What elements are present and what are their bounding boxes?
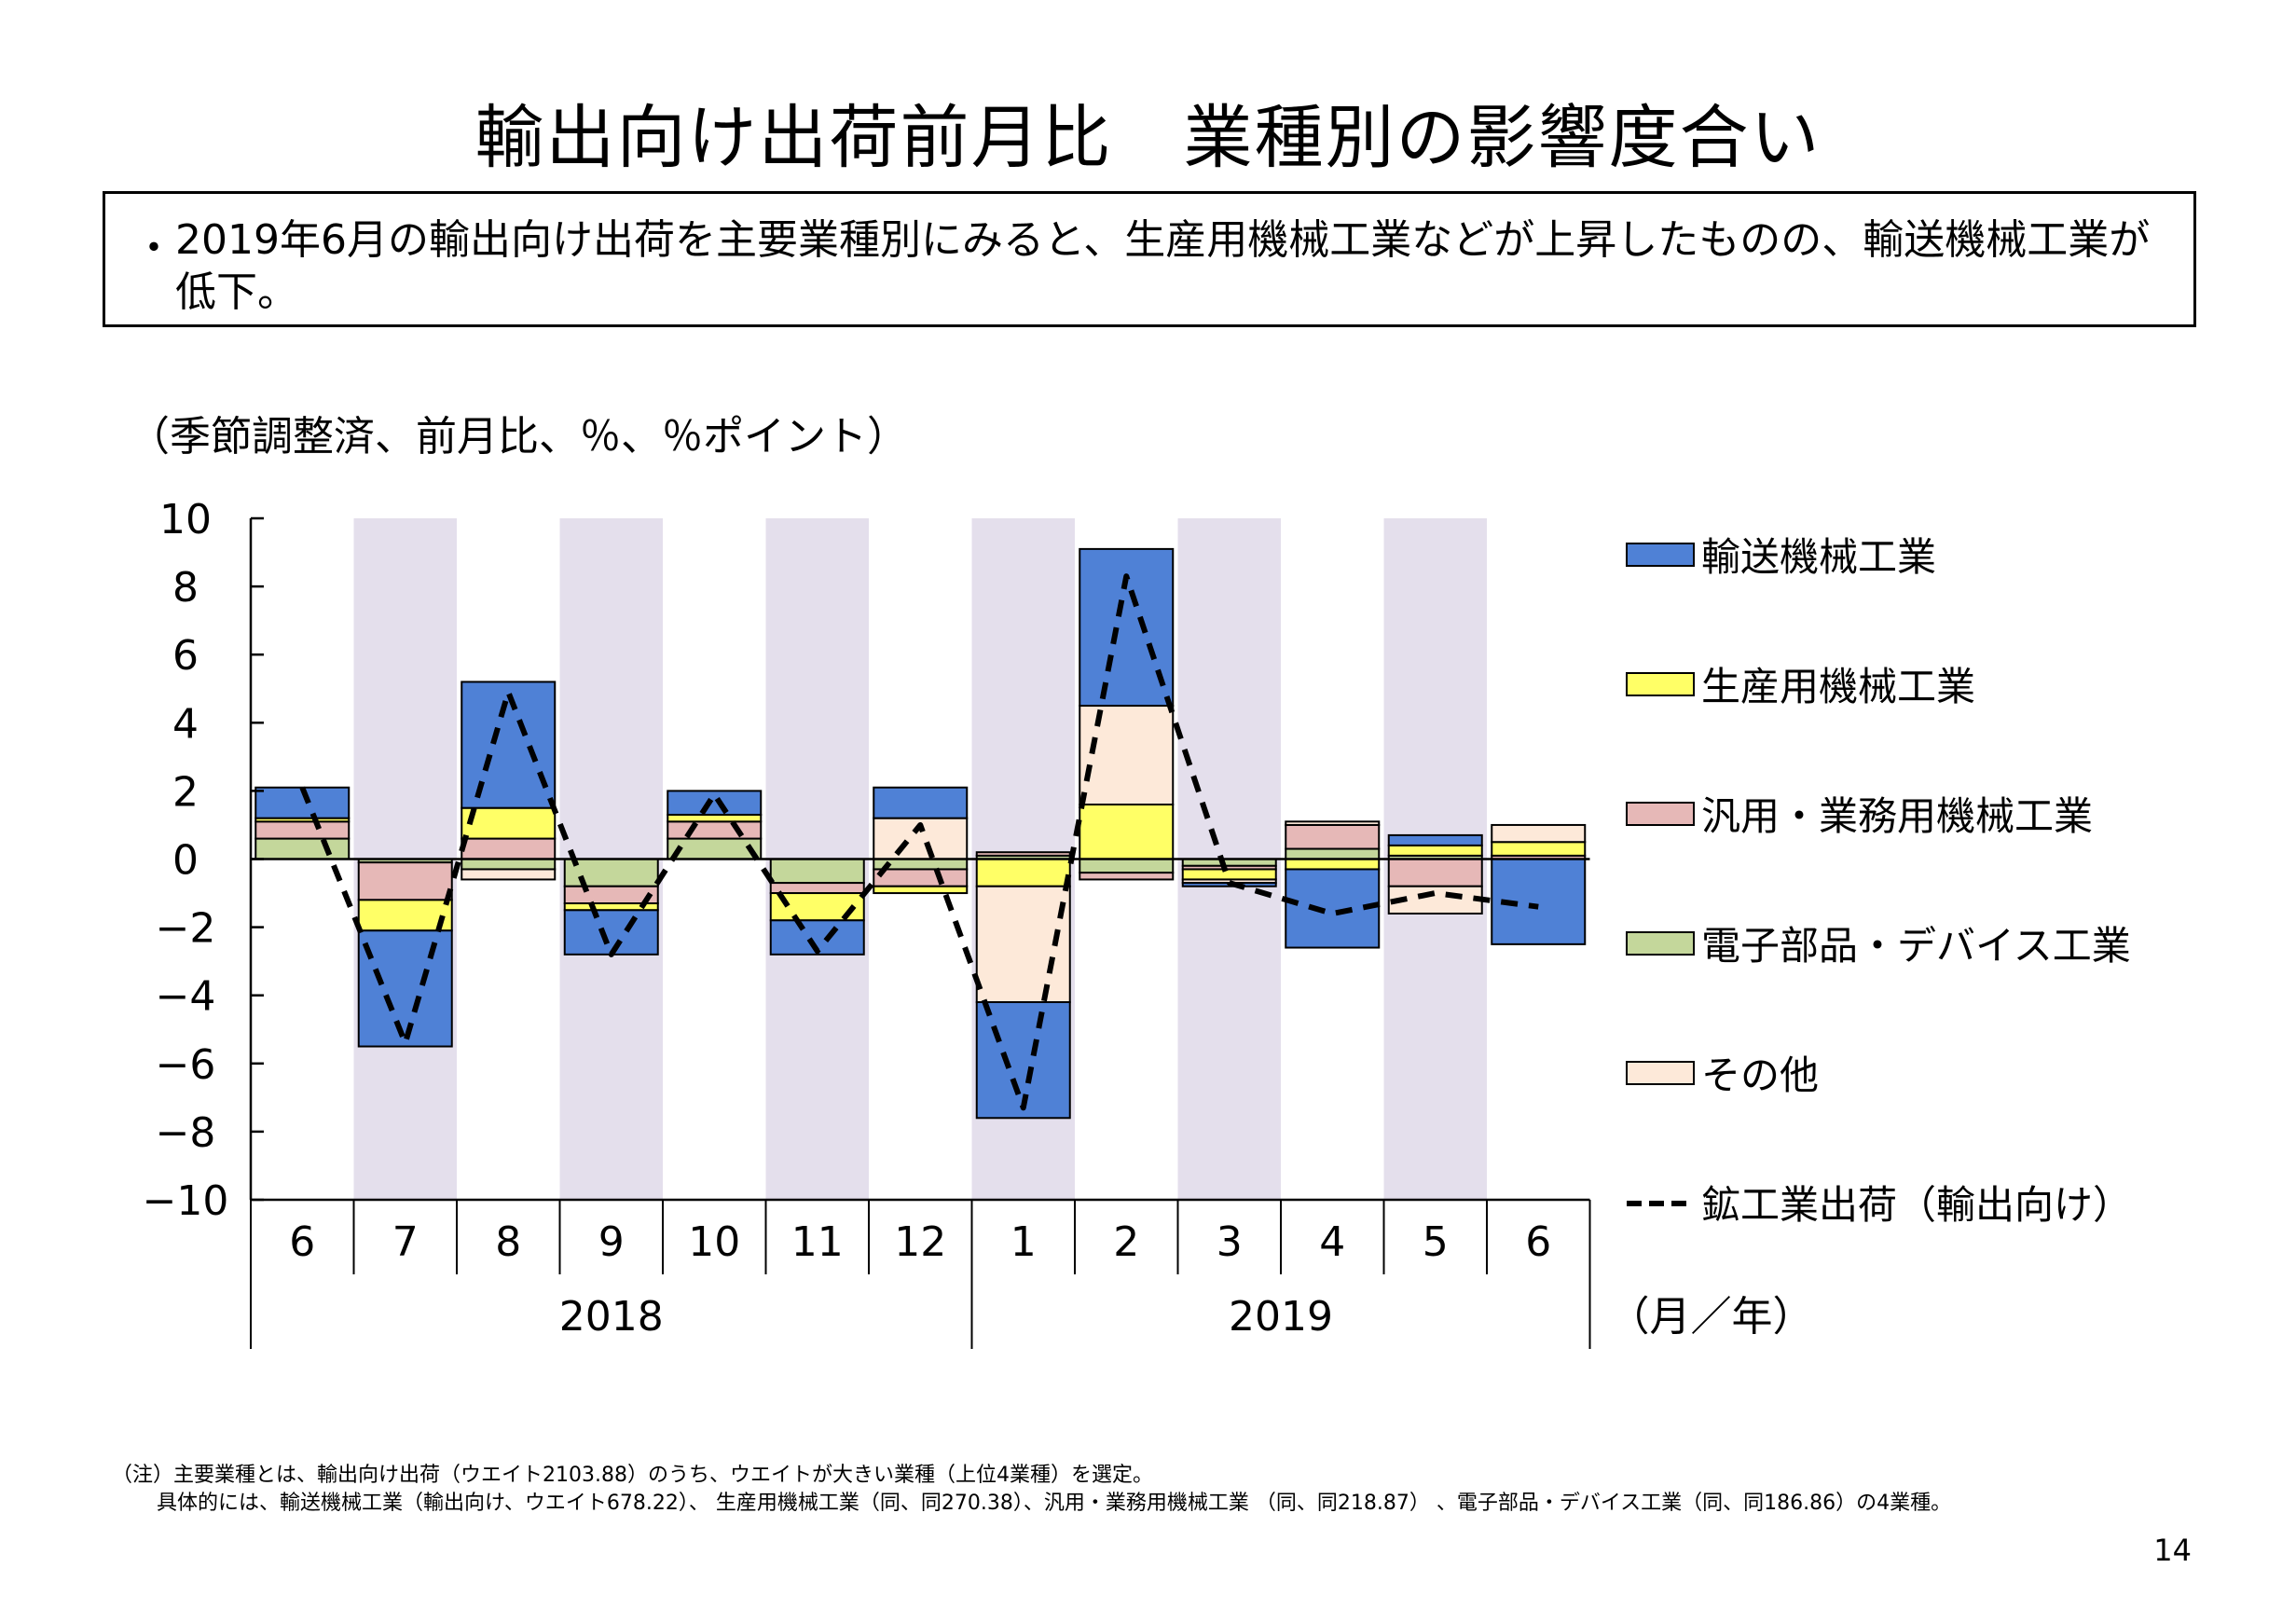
bar-4-series-1: [667, 820, 763, 840]
bar-11-series-4: [1387, 833, 1483, 846]
bar-11-series-1: [1387, 858, 1483, 887]
x-tick-label-10: 4: [1319, 1218, 1345, 1266]
bar-8-series-0: [1079, 858, 1175, 874]
bar-9-series-2: [1181, 868, 1277, 881]
y-tick-label-8: −6: [156, 1041, 216, 1089]
legend-swatch-3: [1626, 931, 1695, 956]
x-tick-label-7: 1: [1011, 1218, 1037, 1266]
year-label-0: 2018: [559, 1293, 664, 1341]
bar-12-series-2: [1491, 841, 1587, 857]
x-tick-label-11: 5: [1423, 1218, 1449, 1266]
bar-2-series-3: [461, 868, 557, 881]
bar-0-series-0: [254, 837, 351, 860]
summary-box: ・ 2019年6月の輸出向け出荷を主要業種別にみると、生産用機械工業などが上昇し…: [103, 191, 2196, 327]
footnote-2: 具体的には、輸送機械工業（輸出向け、ウエイト678.22）、 生産用機械工業（同…: [157, 1492, 1952, 1515]
x-tick-label-8: 2: [1113, 1218, 1139, 1266]
bar-6-series-2: [873, 885, 969, 895]
bar-2-series-0: [461, 858, 557, 871]
bar-6-series-4: [873, 786, 969, 819]
y-tick-label-7: −4: [156, 973, 216, 1021]
year-label-1: 2019: [1229, 1293, 1333, 1341]
bar-1-series-1: [357, 861, 453, 901]
page-title: 輸出向け出荷前月比 業種別の影響度合い: [474, 98, 1822, 178]
bar-8-series-3: [1079, 705, 1175, 806]
page-number: 14: [2153, 1533, 2192, 1568]
bar-1-series-4: [357, 929, 453, 1048]
x-tick-label-4: 10: [688, 1218, 740, 1266]
x-tick-label-6: 12: [894, 1218, 946, 1266]
legend-label-4: その他: [1701, 1052, 1819, 1098]
bar-7-series-1: [975, 851, 1071, 857]
y-tick-label-1: 8: [172, 564, 199, 612]
bar-2-series-1: [461, 837, 557, 860]
bar-8-series-2: [1079, 804, 1175, 860]
bar-4-series-4: [667, 790, 763, 816]
x-tick-label-3: 9: [598, 1218, 625, 1266]
bar-4-series-2: [667, 813, 763, 823]
bar-2-series-4: [461, 681, 557, 809]
y-tick-label-9: −8: [156, 1109, 216, 1157]
legend-swatch-4: [1626, 1061, 1695, 1085]
legend-label-3: 電子部品・デバイス工業: [1701, 923, 2131, 969]
legend-label-1: 生産用機械工業: [1701, 664, 1975, 709]
y-tick-label-0: 10: [159, 496, 212, 543]
bar-6-series-1: [873, 868, 969, 887]
y-tick-label-2: 6: [172, 632, 199, 680]
x-unit-label: （月／年）: [1609, 1293, 1814, 1341]
export-shipments-line: [299, 573, 1539, 1111]
x-tick-label-1: 7: [392, 1218, 419, 1266]
y-tick-label-10: −10: [143, 1177, 229, 1225]
summary-text: 2019年6月の輸出向け出荷を主要業種別にみると、生産用機械工業などが上昇したも…: [175, 216, 2151, 316]
bar-3-series-4: [563, 909, 659, 956]
bar-1-series-2: [357, 899, 453, 932]
footnote-1: （注）主要業種とは、輸出向け出荷（ウエイト2103.88）のうち、ウエイトが大き…: [112, 1464, 1153, 1487]
unit-label: （季節調整済、前月比、％、％ポイント）: [129, 413, 908, 461]
bar-12-series-3: [1491, 823, 1587, 844]
bar-8-series-1: [1079, 872, 1175, 881]
bar-11-series-2: [1387, 844, 1483, 857]
legend-swatch-0: [1626, 543, 1695, 567]
legend-swatch-1: [1626, 672, 1695, 696]
bar-2-series-2: [461, 806, 557, 840]
bar-5-series-0: [769, 858, 865, 885]
legend-label-2: 汎用・業務用機械工業: [1701, 793, 2093, 839]
bar-10-series-4: [1285, 868, 1381, 949]
bar-10-series-3: [1285, 820, 1381, 826]
x-tick-label-2: 8: [495, 1218, 521, 1266]
y-tick-label-3: 4: [172, 700, 199, 748]
bar-0-series-1: [254, 820, 351, 840]
legend-label-0: 輸送機械工業: [1701, 534, 1936, 580]
y-tick-label-6: −2: [156, 905, 216, 953]
bar-5-series-1: [769, 882, 865, 895]
bar-3-series-0: [563, 858, 659, 887]
summary-bullet: ・: [133, 225, 174, 272]
x-tick-label-0: 6: [289, 1218, 315, 1266]
bar-10-series-2: [1285, 858, 1381, 871]
legend-swatch-2: [1626, 802, 1695, 826]
bar-7-series-2: [975, 858, 1071, 887]
bar-10-series-1: [1285, 823, 1381, 850]
bar-10-series-0: [1285, 847, 1381, 860]
y-tick-label-4: 2: [172, 768, 199, 816]
x-tick-label-12: 6: [1525, 1218, 1551, 1266]
legend-line-label: 鉱工業出荷（輸出向け）: [1701, 1182, 2132, 1228]
bar-8-series-4: [1079, 547, 1175, 708]
x-tick-label-9: 3: [1217, 1218, 1243, 1266]
x-tick-label-5: 11: [791, 1218, 844, 1266]
y-tick-label-5: 0: [172, 837, 199, 885]
